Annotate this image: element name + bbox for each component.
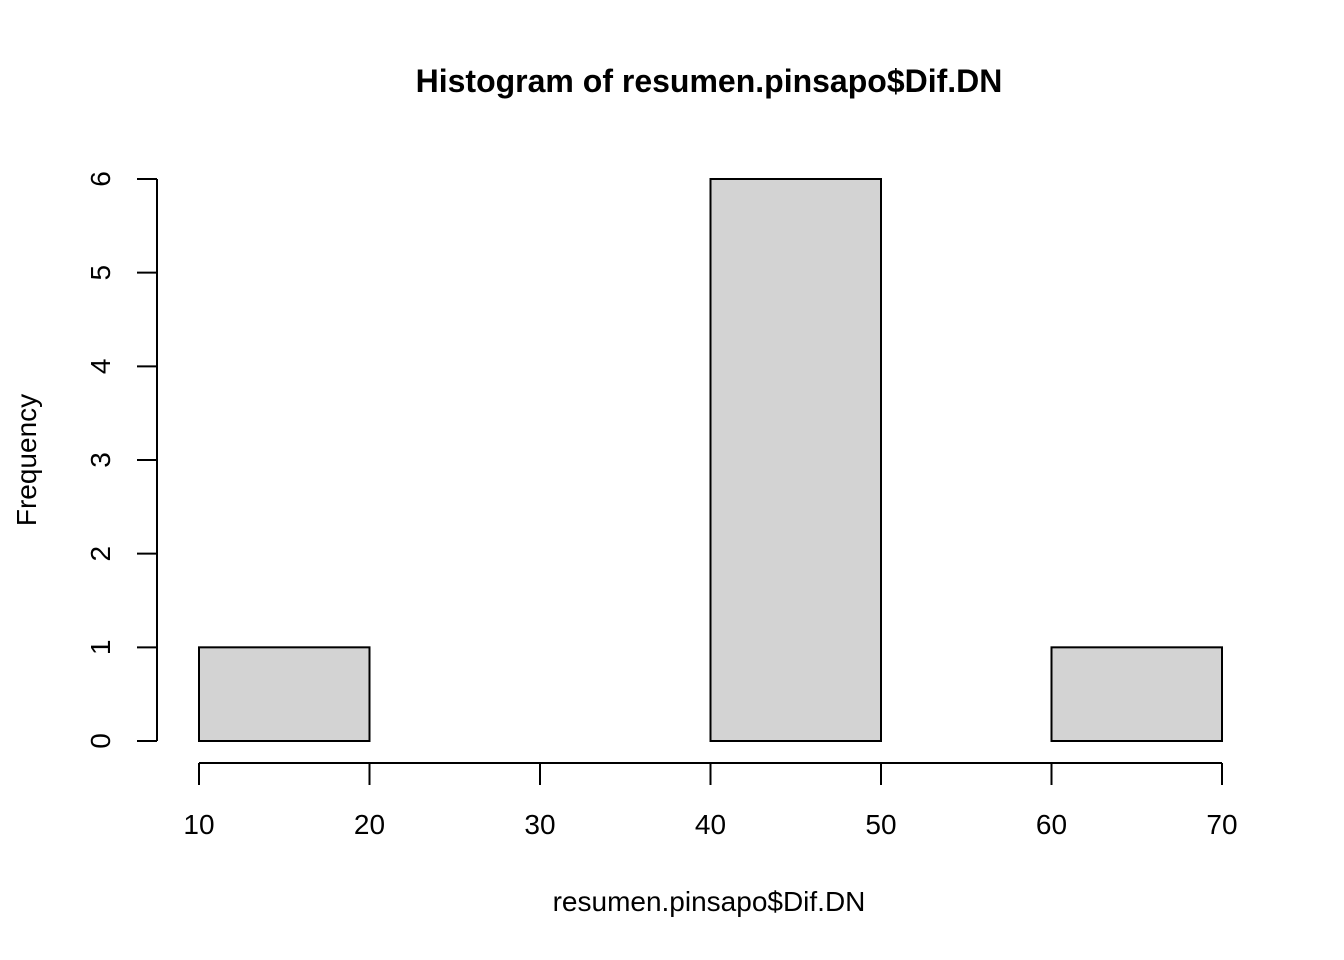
y-tick-label: 6 — [85, 171, 116, 187]
chart-title: Histogram of resumen.pinsapo$Dif.DN — [416, 63, 1003, 99]
y-tick-label: 1 — [85, 640, 116, 656]
x-tick-label: 30 — [524, 809, 555, 840]
x-tick-label: 70 — [1206, 809, 1237, 840]
x-tick-label: 40 — [695, 809, 726, 840]
y-tick-label: 2 — [85, 546, 116, 562]
x-tick-label: 20 — [354, 809, 385, 840]
x-tick-label: 10 — [183, 809, 214, 840]
histogram-bar-60-70 — [1050, 646, 1223, 742]
x-tick-label: 60 — [1036, 809, 1067, 840]
histogram-bar-10-20 — [198, 646, 371, 742]
x-axis: 10 20 30 40 50 60 70 — [183, 762, 1238, 840]
y-tick-label: 4 — [85, 359, 116, 375]
y-axis-label: Frequency — [11, 394, 42, 526]
y-tick-label: 3 — [85, 452, 116, 468]
y-tick-label: 5 — [85, 265, 116, 281]
x-axis-label: resumen.pinsapo$Dif.DN — [553, 886, 866, 917]
y-axis: 0 1 2 3 4 5 6 — [85, 171, 158, 749]
bars-group — [198, 178, 1223, 742]
histogram-bar-40-50 — [709, 178, 882, 742]
y-tick-label: 0 — [85, 733, 116, 749]
x-tick-label: 50 — [865, 809, 896, 840]
